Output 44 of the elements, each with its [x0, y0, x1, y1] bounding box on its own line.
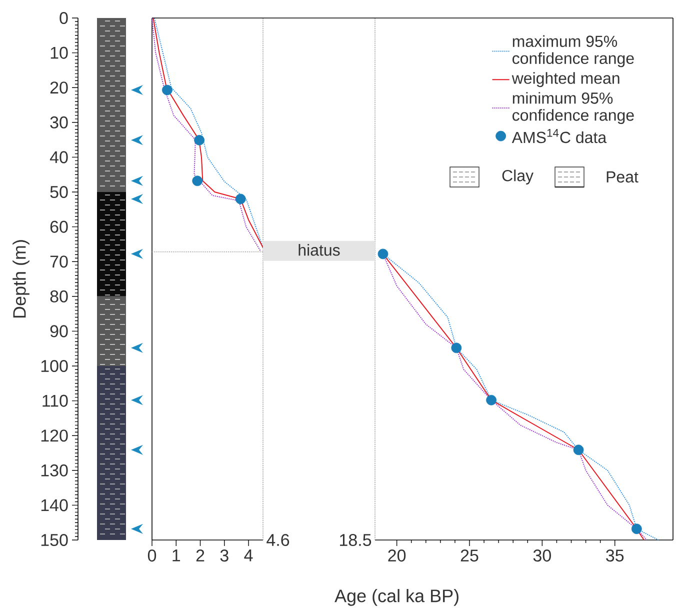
legend-label: AMS$^{14}$C data [512, 129, 607, 144]
point [631, 524, 642, 534]
y-tick-label: 60 [50, 220, 68, 233]
y-tick-label: 0 [60, 12, 68, 24]
x-tick-label: 1 [172, 550, 180, 562]
point [192, 176, 203, 186]
y-axis-title: Depth (m) [12, 240, 30, 318]
y-tick-label: 110 [42, 394, 68, 407]
y-tick-label: 90 [50, 325, 68, 338]
x-tick-label: 30 [533, 550, 551, 562]
y-tick-label: 40 [50, 151, 68, 164]
text: hiatus [298, 244, 340, 256]
x-tick-label: 2 [196, 550, 204, 562]
point [573, 444, 584, 456]
y-tick-label: 150 [41, 534, 68, 546]
point [451, 342, 462, 354]
y-tick-label: 80 [50, 290, 68, 302]
point [162, 84, 172, 96]
legend-label: minimum 95% confidence range [512, 92, 634, 124]
y-tick-label: 100 [41, 360, 68, 372]
point [378, 248, 388, 260]
y-tick-label: 140 [41, 499, 68, 512]
x-tick-label: 35 [606, 550, 624, 562]
annotation: Clay [502, 170, 534, 184]
annotation: Peat [606, 171, 638, 183]
y-tick-label: 70 [50, 256, 68, 268]
y-tick-label: 10 [50, 46, 68, 59]
y-tick-label: 30 [50, 116, 68, 128]
x-tick-label: 4 [244, 550, 253, 562]
x-tick-label: 0 [148, 550, 156, 562]
point [194, 134, 204, 146]
ref-line-label: 4.6 [266, 534, 290, 546]
point [486, 394, 496, 406]
y-tick-label: 20 [50, 82, 68, 94]
x-tick-label: 3 [220, 550, 228, 562]
y-tick-label: 130 [41, 464, 68, 476]
y-tick-label: 50 [50, 186, 68, 198]
ref-line-label: 18.5 [340, 534, 372, 546]
x-tick-label: 20 [388, 550, 406, 562]
legend-label: weighted mean [512, 72, 620, 88]
x-axis-title: Age (cal ka BP) [334, 589, 458, 606]
x-tick-label: 25 [460, 550, 478, 562]
y-tick-label: 120 [41, 430, 68, 442]
point [235, 194, 246, 204]
